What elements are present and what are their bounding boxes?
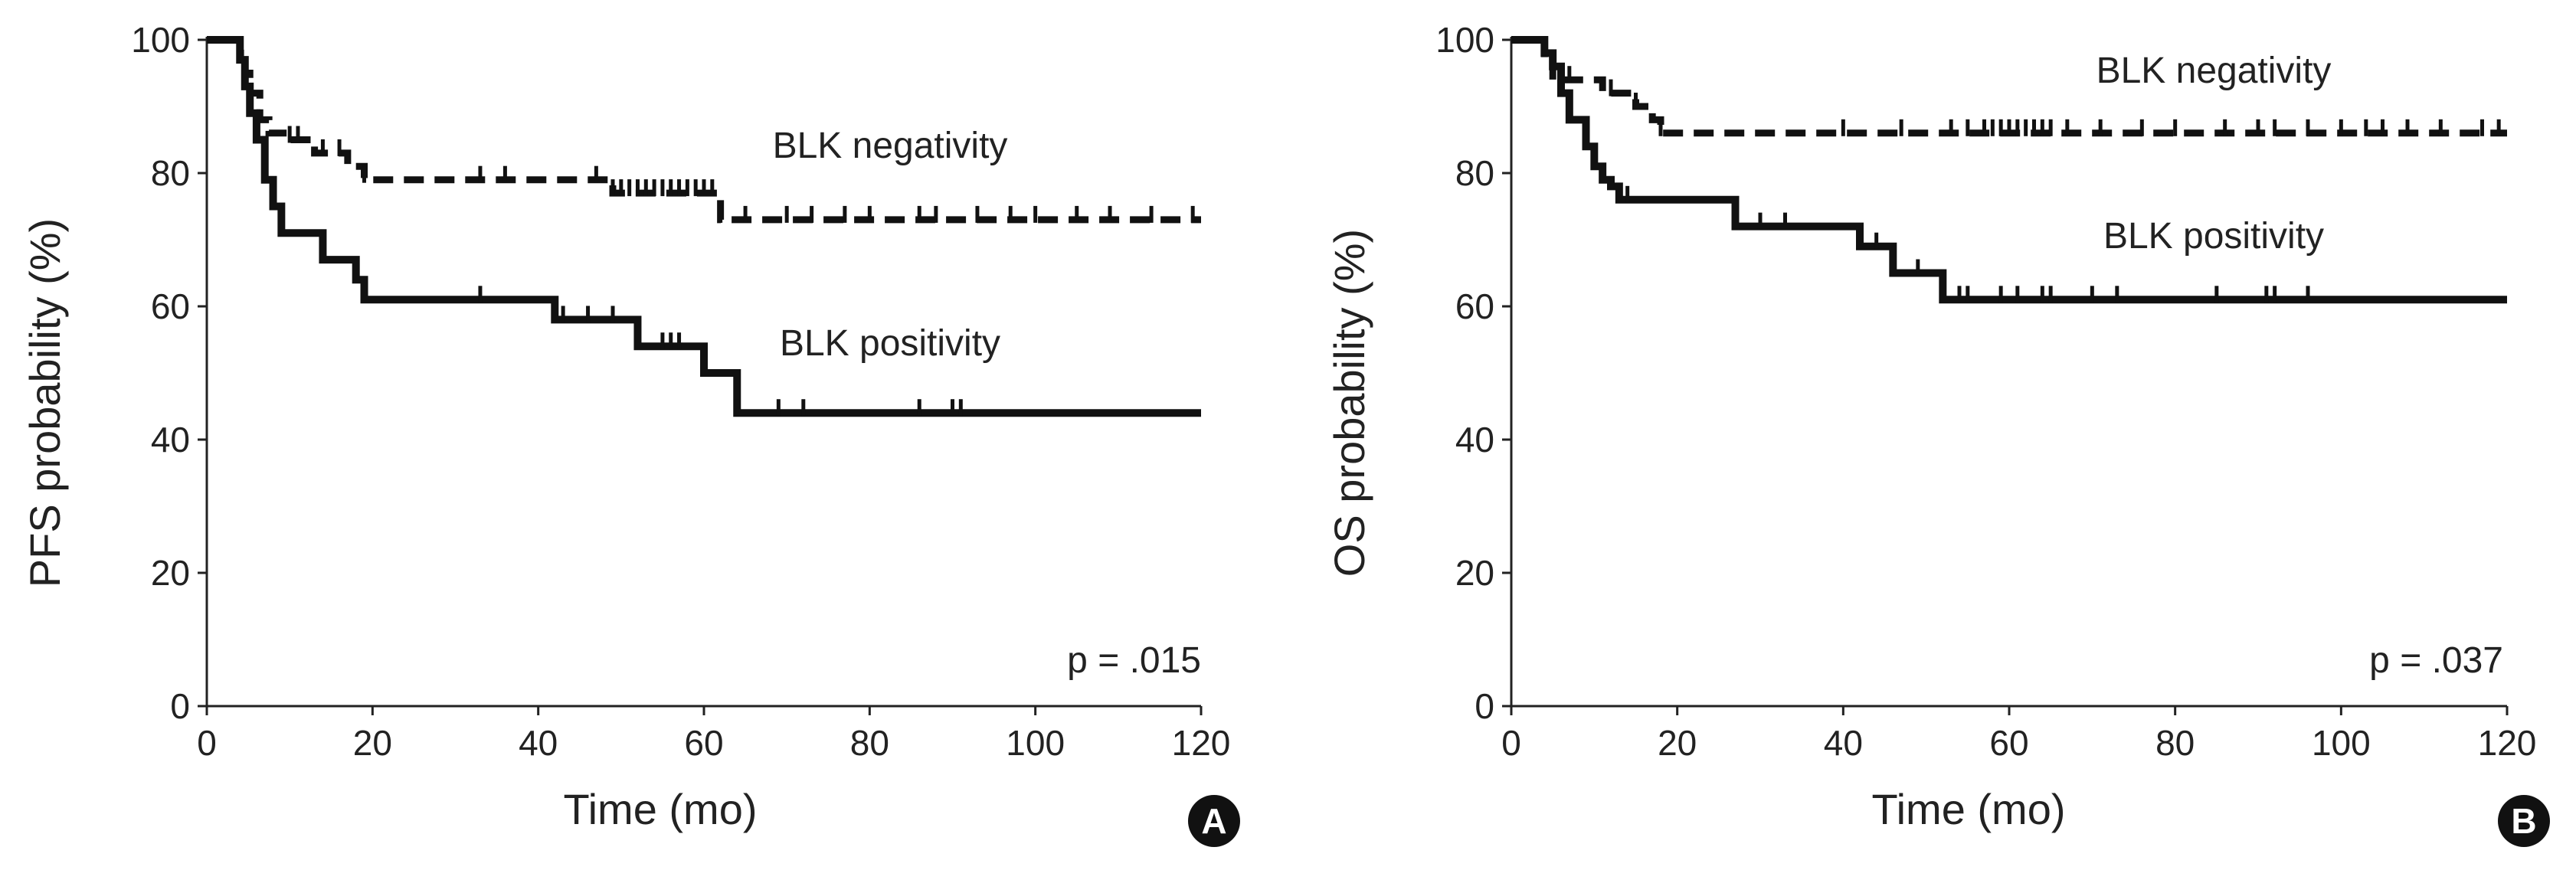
x-tick-label: 120 — [1172, 723, 1231, 763]
y-tick-label: 80 — [1455, 153, 1494, 193]
x-axis-title: Time (mo) — [563, 785, 757, 833]
panel-b: OS probability (%) Time (mo) BLK negativ… — [1325, 20, 2550, 847]
y-tick-label: 20 — [1455, 553, 1494, 593]
series-label-blk-positivity: BLK positivity — [2103, 216, 2324, 257]
x-tick-label: 20 — [1658, 723, 1697, 763]
x-tick-label: 80 — [850, 723, 889, 763]
x-tick-label: 120 — [2478, 723, 2537, 763]
km-curve-blk-positivity — [207, 36, 1201, 417]
x-tick-label: 40 — [1824, 723, 1863, 763]
p-value-annotation: p = .015 — [1067, 640, 1201, 681]
y-tick-label: 80 — [151, 153, 190, 193]
y-tick-label: 40 — [1455, 420, 1494, 460]
y-tick-label: 100 — [131, 20, 190, 60]
x-tick-label: 60 — [684, 723, 723, 763]
y-tick-label: 0 — [170, 686, 190, 726]
km-curve-blk-negativity — [1511, 36, 2507, 137]
series-label-blk-positivity: BLK positivity — [780, 323, 1000, 364]
km-curve-blk-positivity — [1511, 36, 2507, 304]
y-axis-title: PFS probability (%) — [21, 218, 69, 587]
x-tick-label: 80 — [2155, 723, 2195, 763]
x-tick-label: 0 — [1501, 723, 1521, 763]
x-tick-label: 60 — [1989, 723, 2028, 763]
x-axis-title: Time (mo) — [1871, 785, 2065, 833]
x-tick-label: 100 — [1006, 723, 1065, 763]
panel-badge-label: B — [2511, 801, 2536, 841]
x-tick-label: 0 — [197, 723, 217, 763]
panel-a: PFS probability (%) Time (mo) BLK negati… — [21, 20, 1240, 847]
y-tick-label: 60 — [1455, 286, 1494, 326]
y-axis-title: OS probability (%) — [1325, 229, 1373, 577]
y-tick-label: 40 — [151, 420, 190, 460]
panel-badge: A — [1188, 795, 1240, 847]
x-tick-label: 40 — [519, 723, 558, 763]
y-tick-label: 0 — [1475, 686, 1494, 726]
y-tick-label: 20 — [151, 553, 190, 593]
series-label-blk-negativity: BLK negativity — [2096, 51, 2332, 91]
panel-badge: B — [2498, 795, 2550, 847]
series-label-blk-negativity: BLK negativity — [773, 126, 1008, 166]
panel-badge-label: A — [1201, 801, 1226, 841]
x-tick-label: 100 — [2312, 723, 2371, 763]
x-tick-label: 20 — [353, 723, 392, 763]
p-value-annotation: p = .037 — [2369, 640, 2503, 681]
y-tick-label: 100 — [1435, 20, 1494, 60]
y-tick-label: 60 — [151, 286, 190, 326]
